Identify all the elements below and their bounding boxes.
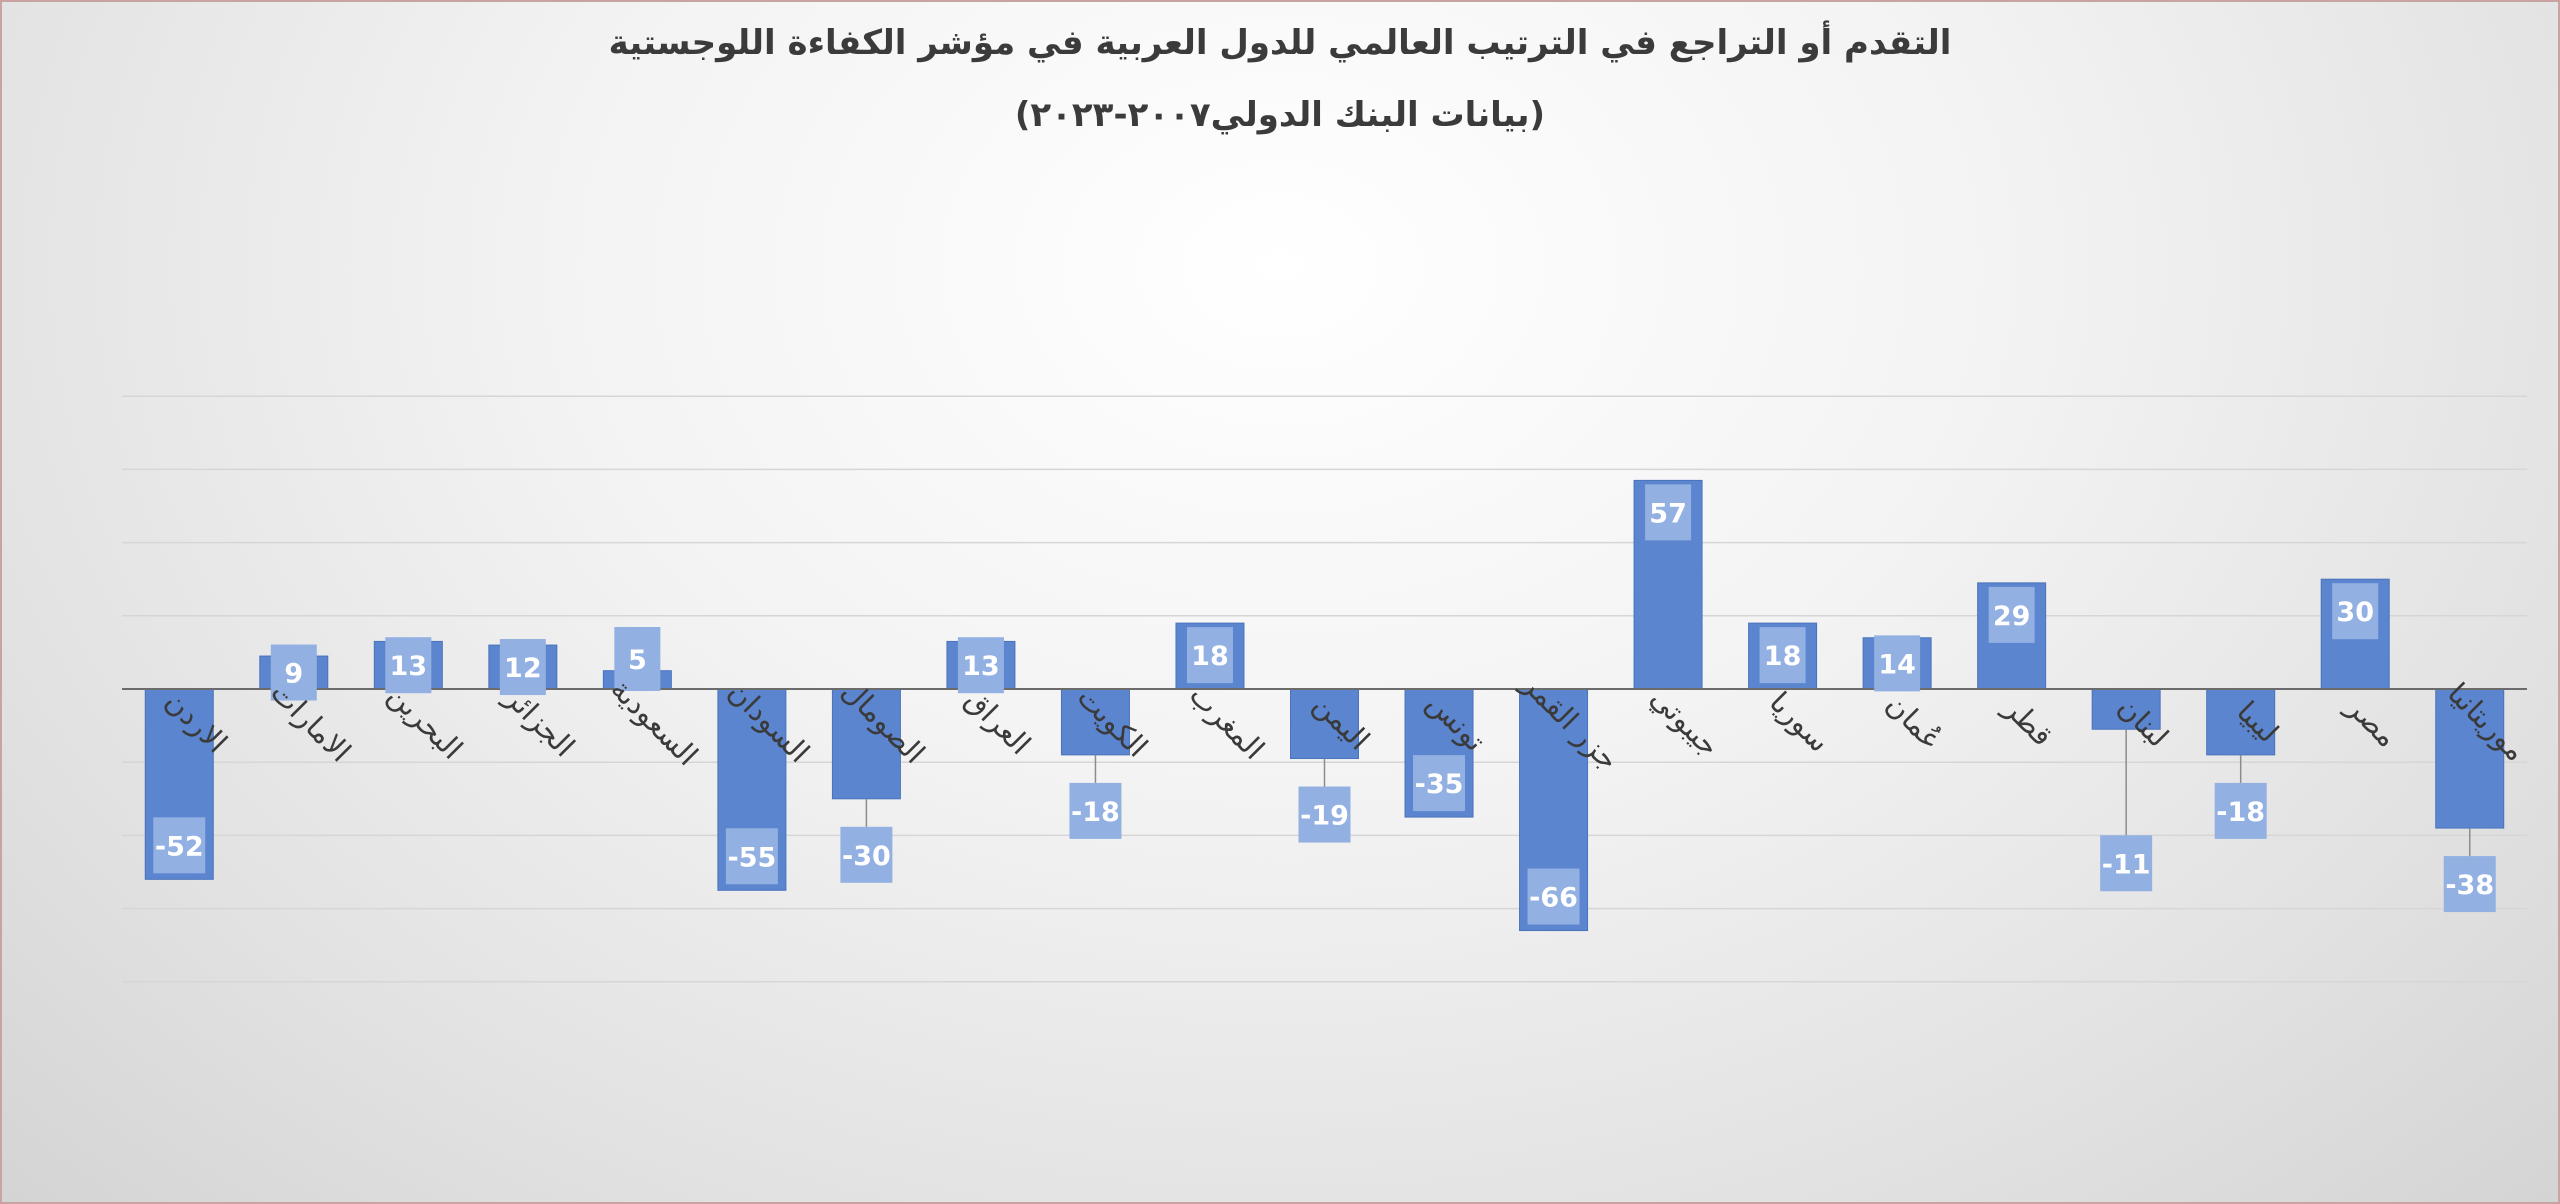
- data-label: -66: [1529, 883, 1578, 914]
- category-label: المغرب: [1183, 678, 1271, 766]
- data-label: 30: [2336, 597, 2374, 628]
- data-label-box: [499, 639, 546, 696]
- data-label: -19: [1300, 801, 1349, 832]
- data-label-box: [1988, 586, 2035, 643]
- data-label-box: [1069, 782, 1122, 839]
- data-label: 18: [1764, 641, 1802, 672]
- data-label-box: [1413, 755, 1466, 812]
- data-label-box: [270, 644, 317, 701]
- data-label: -35: [1415, 769, 1464, 800]
- data-label-box: [1874, 635, 1921, 692]
- data-label: -38: [2445, 870, 2494, 901]
- data-label-box: [1298, 786, 1351, 843]
- bar: [2435, 688, 2505, 829]
- data-label: 13: [962, 651, 1000, 682]
- bar: [2206, 688, 2276, 756]
- bar: [1290, 688, 1359, 760]
- data-label-box: [1759, 627, 1806, 684]
- category-label: عُمان: [1879, 687, 1948, 756]
- data-label: 29: [1993, 601, 2031, 632]
- category-label: مصر: [2339, 688, 2405, 754]
- data-label: -52: [155, 831, 204, 862]
- data-label: 12: [504, 653, 542, 684]
- data-label: 13: [390, 651, 428, 682]
- data-label-box: [1527, 868, 1580, 925]
- data-label: 9: [284, 659, 303, 690]
- data-label-box: [725, 828, 778, 885]
- data-label-box: [385, 637, 432, 694]
- data-label-box: [153, 817, 206, 874]
- data-label: -30: [842, 841, 891, 872]
- data-label-box: [2332, 583, 2379, 640]
- chart-title: التقدم أو التراجع في الترتيب العالمي للد…: [609, 20, 1952, 63]
- category-label: قطر: [1996, 690, 2059, 753]
- data-label-box: [1645, 484, 1692, 541]
- data-label: -18: [2216, 797, 2265, 828]
- data-label-box: [840, 826, 893, 883]
- data-label-box: [2443, 856, 2496, 913]
- data-label: -18: [1071, 797, 1120, 828]
- bar: [1060, 688, 1130, 756]
- data-label-box: [2100, 835, 2153, 892]
- category-label: سوريا: [1763, 685, 1837, 759]
- chart-subtitle: (بيانات البنك الدولي٢٠٠٧-٢٠٢٣): [1015, 95, 1545, 135]
- data-label-box: [957, 637, 1004, 694]
- data-label: -55: [727, 842, 776, 873]
- data-label: 57: [1649, 498, 1687, 529]
- data-label-box: [614, 627, 661, 691]
- data-label: 5: [628, 645, 647, 676]
- data-label-box: [1186, 627, 1233, 684]
- category-label: جيبوتي: [1643, 681, 1726, 764]
- category-label: العراق: [959, 683, 1038, 762]
- data-label: 14: [1878, 649, 1916, 680]
- data-labels: -52 9 13 12 5 -55 -30 13 -18 18 -19 -35 -66 57 18 14 29 -…: [153, 484, 2496, 925]
- data-label-box: [2214, 782, 2267, 839]
- data-label: -11: [2102, 849, 2151, 880]
- data-label: 18: [1191, 641, 1229, 672]
